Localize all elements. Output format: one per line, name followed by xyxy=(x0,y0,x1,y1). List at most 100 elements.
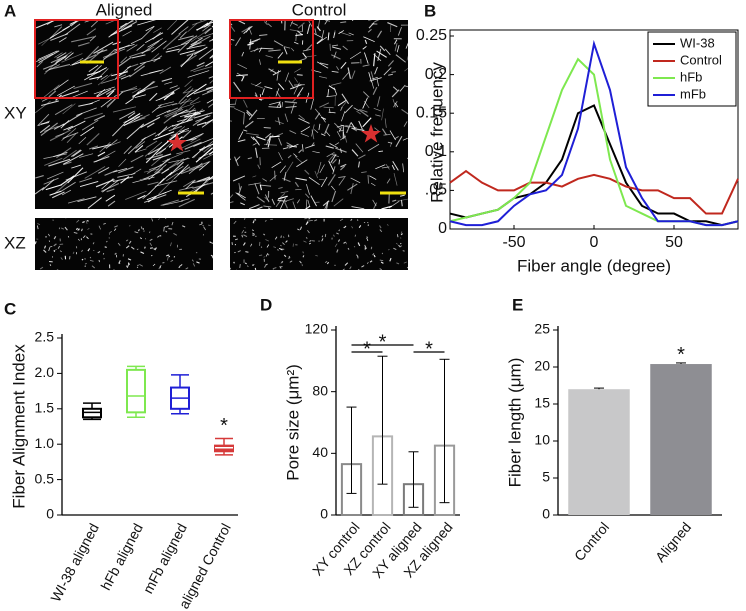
fiber xyxy=(178,265,181,268)
fiber xyxy=(306,183,310,195)
fiber xyxy=(211,121,213,123)
fiber xyxy=(267,207,271,209)
fiber xyxy=(368,22,375,29)
fiber xyxy=(378,150,383,152)
fiber xyxy=(293,153,298,158)
fiber xyxy=(93,41,114,54)
fiber xyxy=(361,171,367,174)
fiber xyxy=(170,242,172,247)
fiber xyxy=(266,134,274,142)
fiber xyxy=(274,120,284,125)
fiber xyxy=(164,160,180,172)
fiber xyxy=(136,81,156,94)
fiber xyxy=(162,33,181,50)
fiber xyxy=(336,249,339,253)
fiber xyxy=(154,124,174,137)
fiber xyxy=(234,238,238,241)
fiber xyxy=(300,133,309,137)
fiber xyxy=(289,20,294,27)
fiber xyxy=(192,177,213,184)
fiber xyxy=(105,139,118,149)
fiber xyxy=(292,201,296,209)
fiber xyxy=(246,110,253,116)
fiber xyxy=(204,119,213,125)
fiber xyxy=(396,262,400,265)
fiber xyxy=(144,141,163,157)
fiber xyxy=(202,224,205,227)
fiber xyxy=(163,227,165,232)
fiber xyxy=(326,261,330,265)
fiber xyxy=(149,231,151,234)
fiber xyxy=(320,116,327,120)
fiber xyxy=(44,245,47,249)
fiber xyxy=(296,199,300,204)
fiber xyxy=(386,178,391,184)
fiber xyxy=(317,161,322,175)
fiber xyxy=(120,20,134,28)
fiber xyxy=(92,143,112,150)
fiber xyxy=(327,174,336,186)
fiber xyxy=(374,66,378,75)
fiber xyxy=(372,86,378,95)
fiber xyxy=(287,154,292,159)
fiber xyxy=(298,114,305,121)
fiber xyxy=(334,243,338,248)
fiber xyxy=(93,86,115,95)
fiber xyxy=(95,179,115,188)
fiber xyxy=(230,158,231,160)
fiber xyxy=(45,184,62,191)
y-tick-label: 0.25 xyxy=(416,27,447,44)
fiber xyxy=(366,236,369,239)
fiber xyxy=(392,99,397,108)
fiber xyxy=(37,223,41,226)
fiber xyxy=(196,261,200,264)
fiber xyxy=(118,56,132,67)
y-axis-label: Fiber length (μm) xyxy=(505,358,524,488)
fiber xyxy=(199,223,202,226)
fiber xyxy=(379,225,382,229)
star-marker xyxy=(361,124,381,143)
fiber xyxy=(246,111,251,117)
fiber xyxy=(129,225,131,227)
fiber xyxy=(147,38,163,48)
fiber xyxy=(87,228,90,230)
fiber xyxy=(315,254,318,257)
fiber xyxy=(344,104,353,114)
fiber xyxy=(306,44,313,51)
fiber xyxy=(402,250,405,252)
fiber xyxy=(61,53,83,63)
fiber xyxy=(63,161,72,166)
fiber xyxy=(168,158,190,164)
fiber xyxy=(230,267,231,270)
fiber xyxy=(84,20,93,23)
fiber xyxy=(403,121,408,127)
fiber xyxy=(332,158,337,164)
fiber xyxy=(180,198,190,202)
fiber xyxy=(51,191,65,199)
fiber xyxy=(180,53,194,68)
fiber xyxy=(145,32,164,44)
fiber xyxy=(332,46,342,50)
fiber xyxy=(271,198,276,205)
fiber xyxy=(239,264,241,268)
fiber xyxy=(121,85,138,94)
fiber xyxy=(321,238,324,242)
y-tick-label: 0.5 xyxy=(35,470,55,486)
y-tick-label: 0.15 xyxy=(416,104,447,121)
x-tick-label: hFb aligned xyxy=(97,521,145,593)
fiber xyxy=(137,20,157,26)
fiber xyxy=(236,72,244,77)
y-tick-label: 120 xyxy=(305,321,329,337)
fiber xyxy=(304,205,311,209)
fiber xyxy=(265,239,269,242)
fiber xyxy=(79,181,99,188)
fiber xyxy=(186,104,195,113)
fiber xyxy=(295,177,307,181)
fiber xyxy=(290,103,295,114)
fiber xyxy=(146,122,155,128)
fiber xyxy=(54,180,70,195)
fiber xyxy=(312,151,320,154)
y-axis-label: Fiber Alignment Index xyxy=(9,344,28,509)
fiber xyxy=(376,30,383,38)
fiber xyxy=(189,42,202,48)
